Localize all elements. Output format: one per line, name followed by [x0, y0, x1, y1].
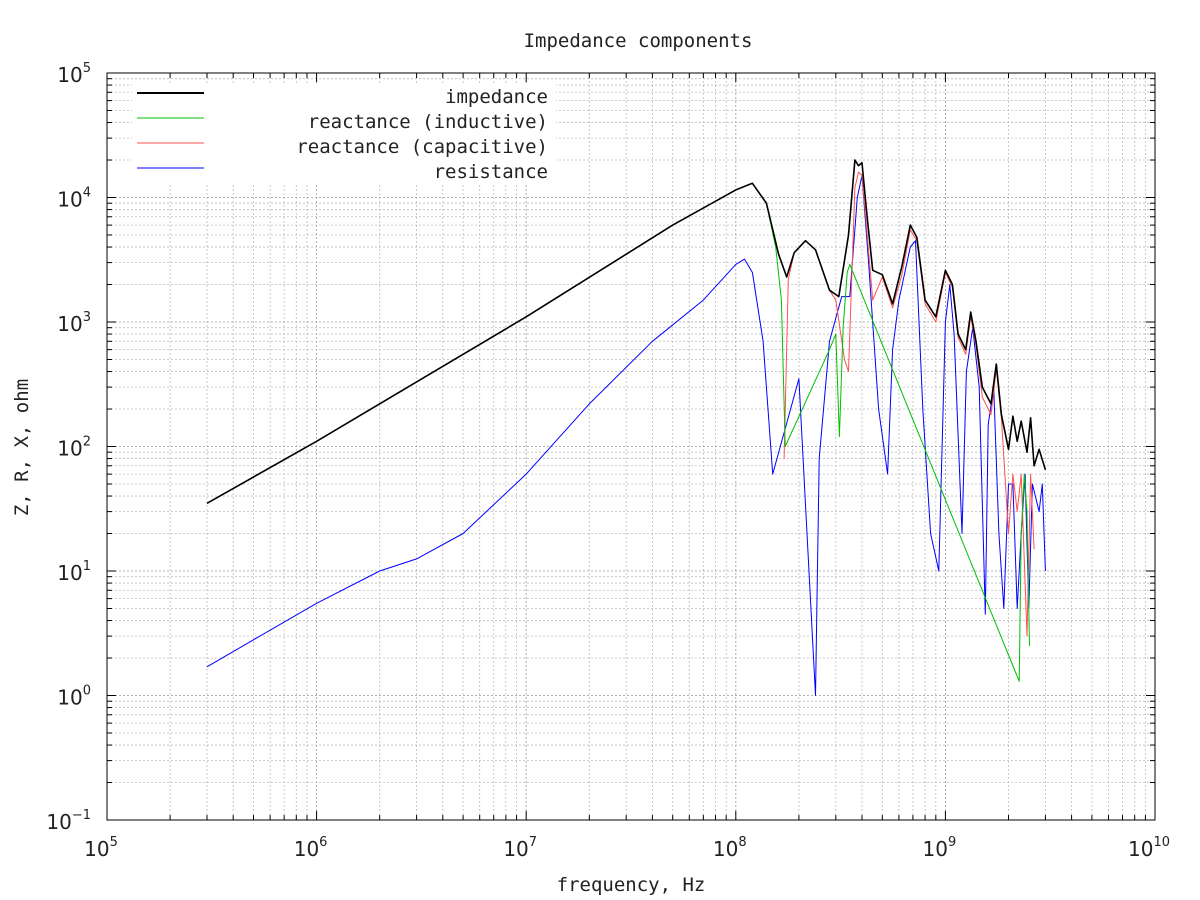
x-tick-label: 109: [923, 835, 957, 861]
y-tick-label: 10−1: [46, 808, 91, 834]
y-tick-label: 101: [57, 559, 91, 585]
y-tick-label: 100: [57, 684, 91, 710]
x-axis-label: frequency, Hz: [557, 874, 706, 896]
y-tick-label: 103: [57, 310, 91, 336]
y-tick-label: 104: [57, 186, 91, 212]
grid-lines: [106, 72, 1156, 821]
legend-entry: reactance (inductive): [308, 111, 548, 133]
y-axis-label: Z, R, X, ohm: [11, 379, 33, 516]
x-tick-label: 1010: [1128, 835, 1170, 861]
legend-background: [132, 84, 556, 184]
series-line: [783, 171, 1035, 637]
plot-series: [206, 159, 1047, 696]
legend-entry: reactance (capacitive): [296, 136, 548, 158]
x-tick-label: 105: [84, 835, 118, 861]
y-tick-label: 105: [57, 61, 91, 87]
legend: impedance reactance (inductive) reactance …: [132, 84, 556, 184]
x-tick-label: 107: [503, 835, 537, 861]
x-tick-label: 106: [294, 835, 328, 861]
legend-entry: impedance: [445, 86, 548, 108]
chart-title: Impedance components: [524, 30, 753, 52]
legend-entry: resistance: [434, 161, 548, 183]
axis-ticks: 105 106 107 108 109 1010 10−1 100 101 102 103 104 10…: [46, 61, 1170, 861]
x-tick-label: 108: [713, 835, 747, 861]
series-line: [206, 175, 1046, 696]
y-tick-label: 102: [57, 435, 91, 461]
series-line: [206, 159, 1047, 504]
